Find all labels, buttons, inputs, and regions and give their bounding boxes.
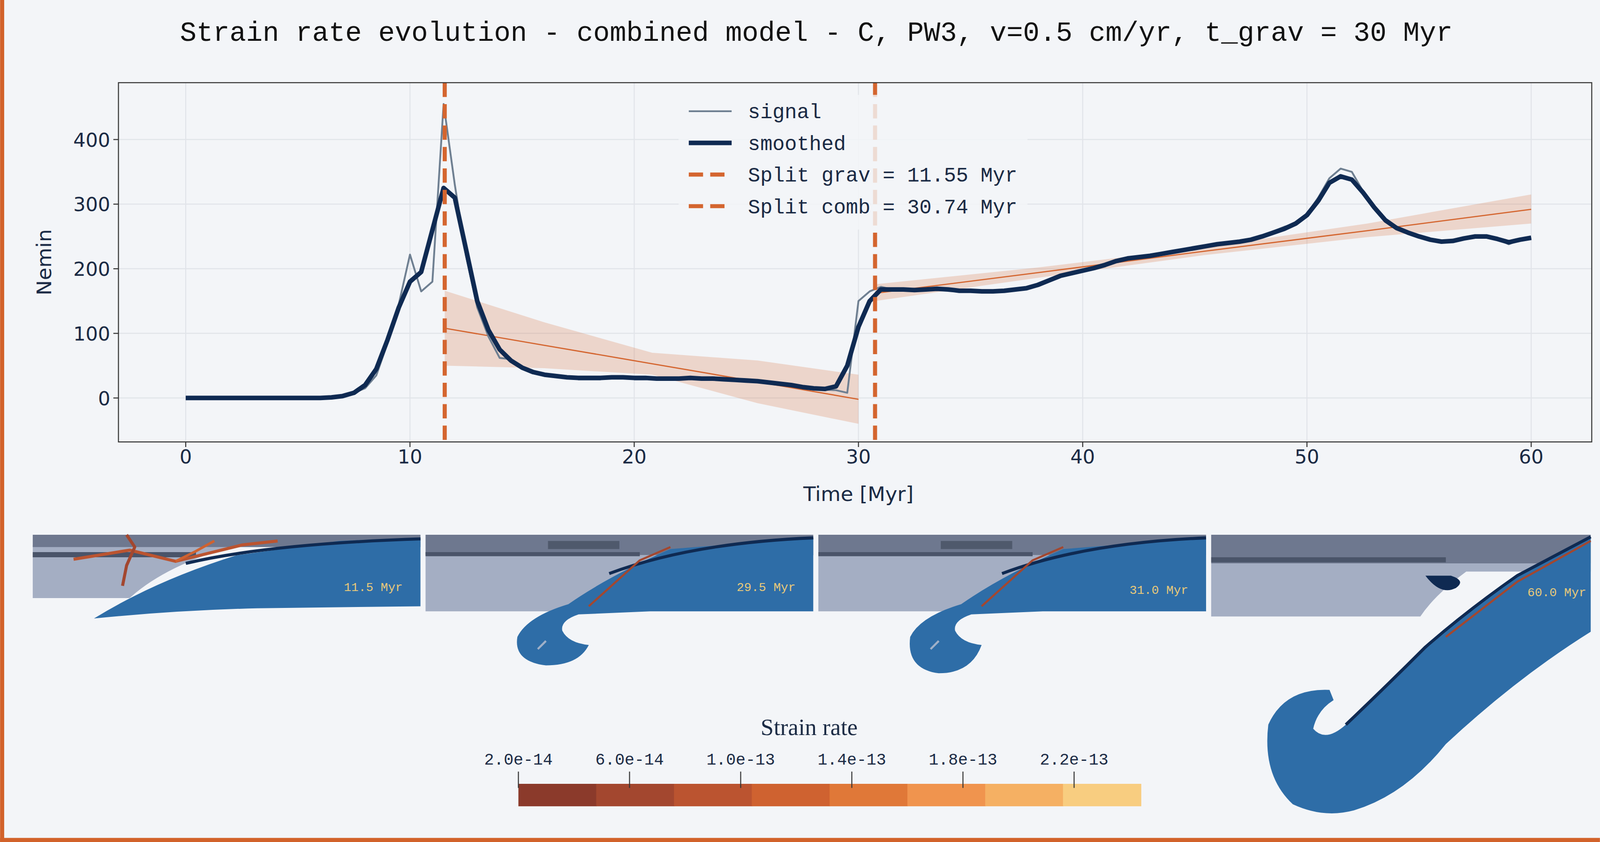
colorbar-tick <box>628 771 630 788</box>
grid-line <box>185 82 187 442</box>
model-shape <box>1425 575 1461 590</box>
snapshot-label: 29.5 Myr <box>736 580 796 595</box>
strain-zone <box>175 540 215 562</box>
colorbar-segment <box>518 783 597 807</box>
model-shape <box>1267 536 1591 813</box>
model-shape <box>425 551 640 557</box>
snapshot: 29.5 Myr <box>425 534 814 665</box>
model-shape <box>940 540 1012 549</box>
grid-line <box>633 82 635 442</box>
legend-swatch <box>688 203 732 209</box>
plot-frame <box>118 82 1593 442</box>
strain-zone <box>122 534 135 586</box>
model-shape <box>93 537 421 619</box>
legend-label: Split grav = 11.55 Myr <box>747 164 1018 188</box>
model-shape <box>909 537 1207 674</box>
legend-label: Split comb = 30.74 Myr <box>747 196 1018 220</box>
model-shape <box>537 640 546 649</box>
legend-box <box>678 94 1028 230</box>
legend-swatch <box>688 110 732 113</box>
axis-title: Nemin <box>32 228 56 295</box>
colorbar-tick-label: 1.4e-13 <box>817 750 886 770</box>
grid-line <box>1306 82 1308 442</box>
legend-label: smoothed <box>747 133 846 157</box>
strain-zone <box>73 540 278 562</box>
grid <box>118 82 1593 442</box>
colorbar-tick <box>1073 771 1075 788</box>
colorbar-segment <box>829 783 908 807</box>
snapshot-label: 11.5 Myr <box>343 580 403 595</box>
axis-title: Time [Myr] <box>802 482 914 506</box>
legend: signal smoothed Split grav = 11.55 Myr Spli… <box>678 94 1028 230</box>
background <box>0 0 1600 842</box>
tick-label: 0 <box>179 445 192 468</box>
tick-label: 20 <box>621 445 647 468</box>
model-shape <box>1345 536 1591 725</box>
tick-label: 40 <box>1070 445 1096 468</box>
grid-line <box>118 268 1593 270</box>
tick <box>113 332 119 334</box>
snapshot: 11.5 Myr <box>32 534 421 619</box>
tick-label: 100 <box>73 322 111 346</box>
tick-label: 50 <box>1294 445 1320 468</box>
legend-swatch <box>688 140 732 146</box>
tick <box>113 138 119 140</box>
tick-label: 300 <box>73 193 111 216</box>
tick-label: 30 <box>845 445 871 468</box>
colorbar-segment <box>1063 783 1142 807</box>
tick-label: 10 <box>397 445 423 468</box>
model-shape <box>818 551 1033 557</box>
colorbar-tick-label: 1.0e-13 <box>706 750 775 770</box>
tick-label: 200 <box>73 257 111 281</box>
colorbar-tick-label: 2.0e-14 <box>483 750 553 770</box>
snapshot-label: 31.0 Myr <box>1129 583 1189 598</box>
tick-label: 400 <box>73 128 111 152</box>
legend-swatch <box>688 172 732 177</box>
data <box>185 82 1532 442</box>
colorbar-title: Strain rate <box>760 713 858 740</box>
tick-label: 60 <box>1518 445 1544 468</box>
colorbar-segment <box>907 783 986 807</box>
grid-line <box>1530 82 1532 442</box>
tick-label: 0 <box>98 387 111 410</box>
model-shape <box>1002 537 1207 574</box>
grid-line <box>409 82 411 442</box>
border <box>0 837 1600 842</box>
strain-zone <box>588 546 671 606</box>
colorbar-tick-label: 1.8e-13 <box>928 750 997 770</box>
colorbar-tick-label: 2.2e-13 <box>1039 750 1109 770</box>
colorbar-tick-label: 6.0e-14 <box>595 750 664 770</box>
strain-zone <box>1445 540 1591 637</box>
tick <box>113 268 119 270</box>
border <box>0 0 5 842</box>
model-shape <box>1211 534 1591 564</box>
strain-zone <box>981 546 1064 606</box>
model-shape <box>548 540 620 549</box>
model-shape <box>516 537 814 666</box>
colorbar-segment <box>596 783 675 807</box>
model-shape <box>1211 557 1446 563</box>
page: Strain rate evolution - combined model -… <box>0 0 1600 842</box>
snapshot-label: 60.0 Myr <box>1527 585 1586 600</box>
split-line <box>442 82 447 442</box>
colorbar-segment <box>985 783 1064 807</box>
colorbar-tick <box>962 771 964 788</box>
snapshot: 31.0 Myr <box>818 534 1207 673</box>
legend-label: signal <box>747 101 822 125</box>
snapshot: 60.0 Myr <box>1211 534 1591 814</box>
tick <box>113 203 119 205</box>
colorbar-tick <box>851 771 853 788</box>
colorbar-tick <box>517 771 519 788</box>
title: Strain rate evolution - combined model -… <box>180 17 1453 50</box>
model-shape <box>609 537 814 574</box>
fit-line <box>444 328 859 400</box>
model-shape <box>930 640 939 649</box>
colorbar-tick <box>739 771 741 788</box>
tick <box>113 397 119 399</box>
series-line <box>185 176 1532 398</box>
colorbar-segment <box>751 783 831 807</box>
